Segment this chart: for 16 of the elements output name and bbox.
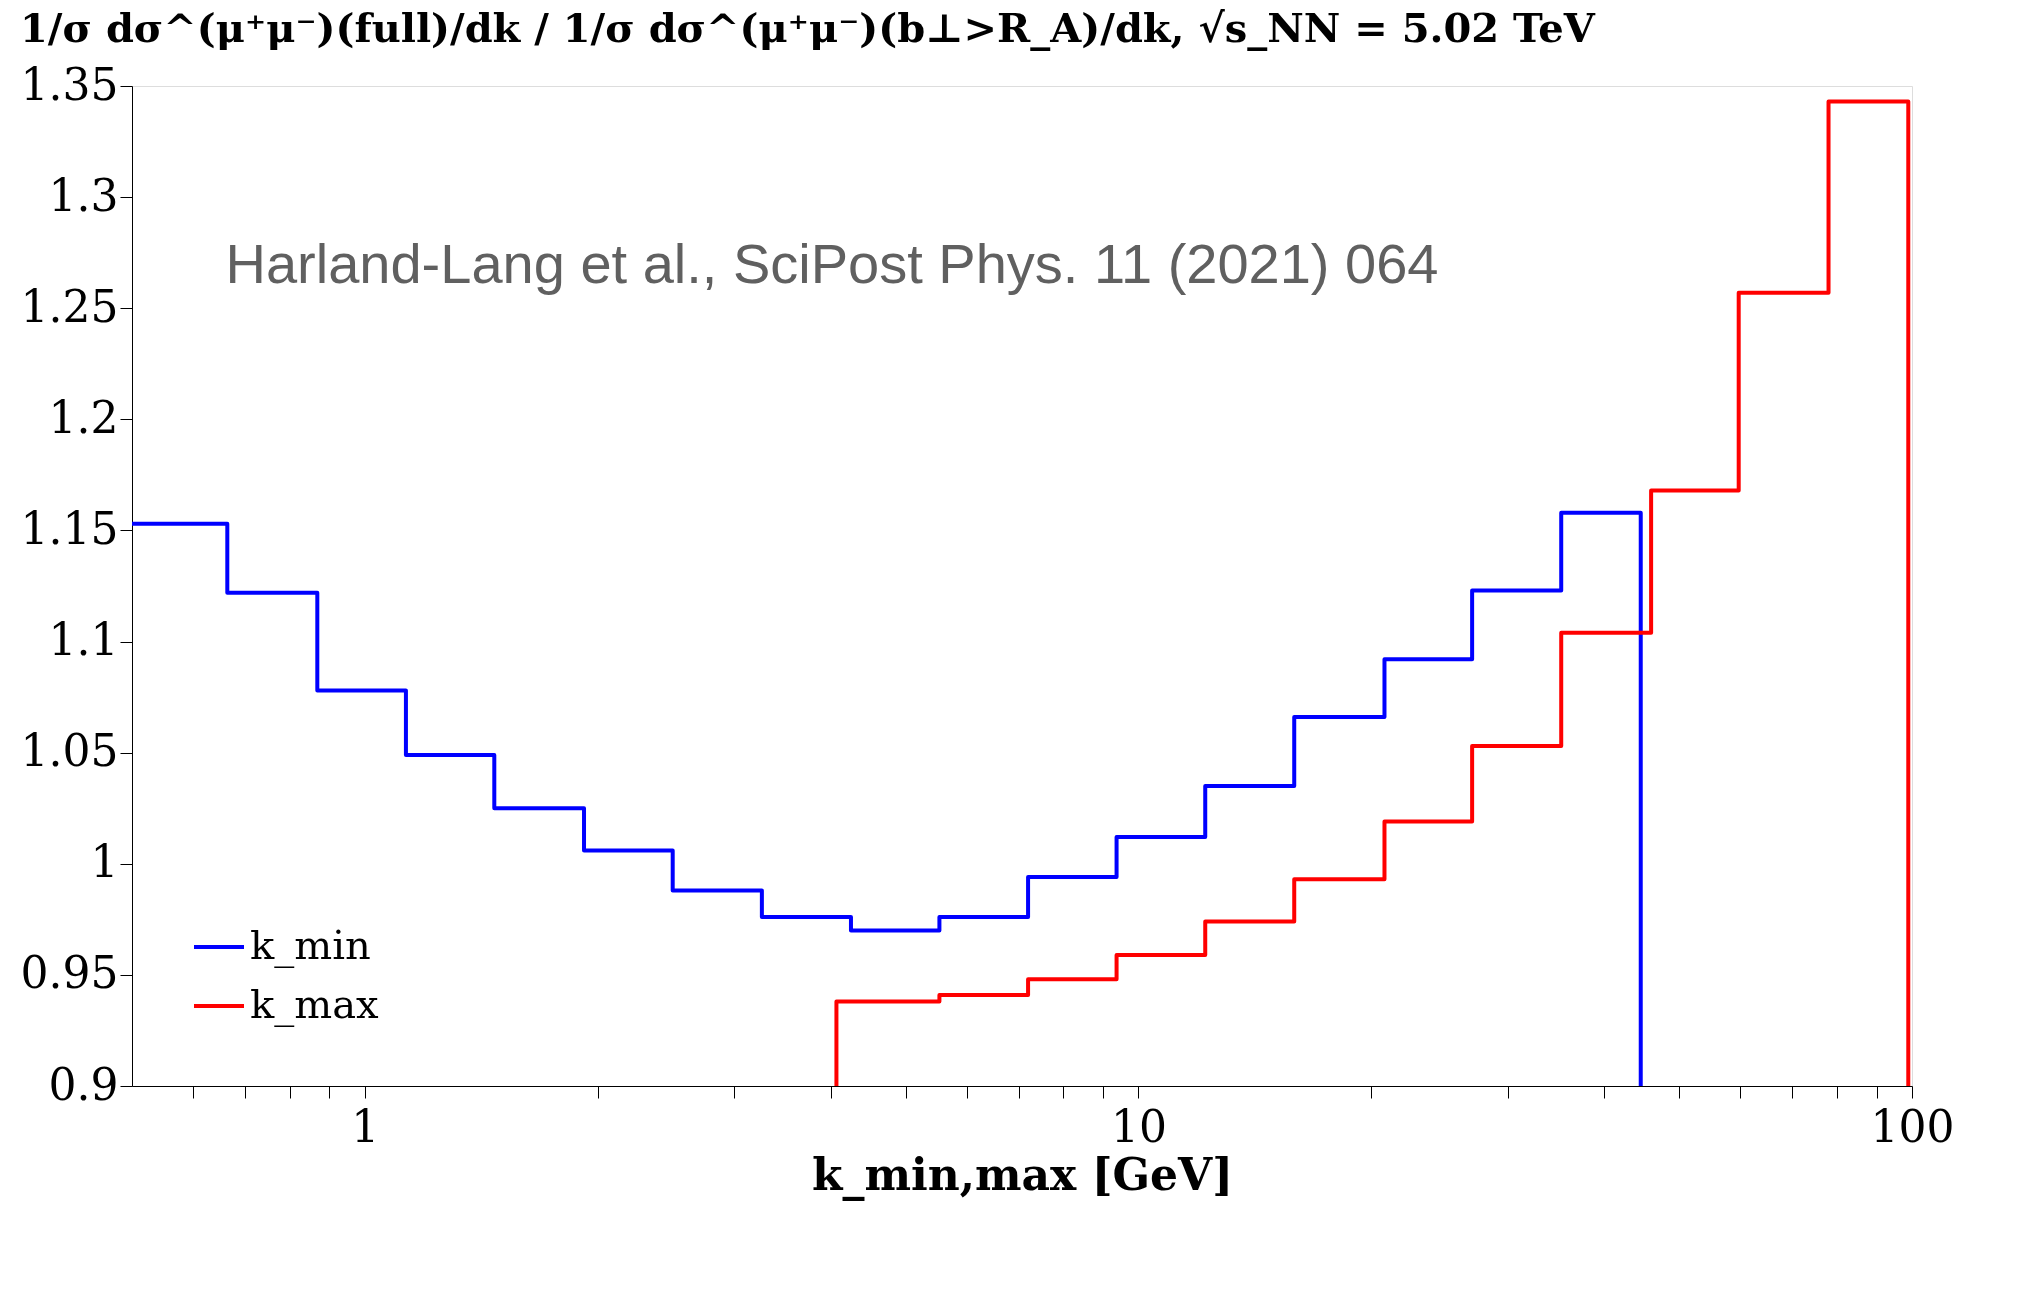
y-tick-label: 1.2	[48, 391, 119, 443]
y-tick-label: 1.15	[20, 502, 119, 554]
y-tick-label: 1.25	[20, 280, 119, 332]
y-tick-label: 1.1	[48, 614, 119, 666]
y-tick-label: 1.05	[20, 725, 119, 777]
x-tick-label: 1	[351, 1100, 380, 1152]
chart-title: 1/σ dσ^(μ⁺μ⁻)(full)/dk / 1/σ dσ^(μ⁺μ⁻)(b⊥>R_A)/dk, √s_NN = 5.02 TeV	[20, 4, 1596, 51]
y-tick-label: 1.35	[20, 58, 119, 110]
y-tick-label: 1	[90, 836, 119, 888]
y-tick-label: 0.95	[20, 947, 119, 999]
legend-label: k_min	[250, 922, 371, 968]
y-tick-label: 1.3	[48, 169, 119, 221]
x-tick-label: 100	[1870, 1100, 1955, 1152]
annotation: Harland-Lang et al., SciPost Phys. 11 (2021) 064	[225, 232, 1439, 295]
y-tick-label: 0.9	[48, 1058, 119, 1110]
legend-label: k_max	[250, 981, 380, 1027]
